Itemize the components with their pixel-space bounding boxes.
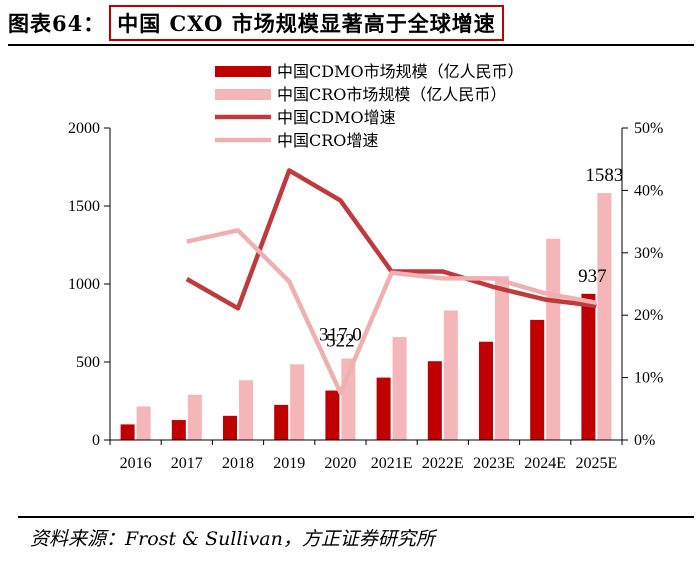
legend-swatch-1: [215, 89, 271, 100]
bar-0-2025E: [581, 293, 596, 440]
data-label-1-2020: 522: [326, 331, 355, 352]
legend-label-2: 中国CDMO增速: [277, 108, 396, 127]
bar-0-2019: [274, 404, 289, 440]
x-tick-label-2016: 2016: [120, 455, 152, 472]
bar-1-2022E: [443, 310, 458, 440]
left-tick-label-1500: 1500: [68, 198, 100, 215]
bar-0-2017: [171, 420, 186, 440]
bar-1-2016: [136, 406, 151, 440]
legend-label-3: 中国CRO增速: [277, 131, 378, 150]
bar-0-2022E: [427, 361, 442, 440]
bar-1-2021E: [392, 337, 407, 440]
line-series-3: [186, 228, 597, 395]
x-tick-label-2018: 2018: [222, 455, 254, 472]
x-tick-label-2020: 2020: [324, 455, 356, 472]
bar-layer: [120, 193, 612, 440]
x-tick-label-2017: 2017: [171, 455, 203, 472]
right-tick-label-0%: 0%: [634, 432, 655, 449]
data-label-0-2020: 317.0: [319, 325, 362, 346]
right-tick-label-10%: 10%: [634, 370, 663, 387]
figure-title: 中国 CXO 市场规模显著高于全球增速: [109, 5, 504, 41]
bar-1-2018: [239, 380, 253, 440]
x-tick-label-2025E: 2025E: [576, 455, 618, 472]
left-tick-label-1000: 1000: [68, 276, 100, 293]
bar-1-2017: [187, 394, 202, 440]
bar-0-2021E: [376, 377, 391, 440]
right-tick-label-30%: 30%: [634, 245, 663, 262]
right-tick-label-50%: 50%: [634, 120, 663, 137]
x-tick-label-2022E: 2022E: [422, 455, 464, 472]
bar-0-2020: [325, 390, 340, 440]
figure-header: 图表64： 中国 CXO 市场规模显著高于全球增速: [8, 5, 504, 41]
bar-0-2023E: [479, 341, 493, 440]
source-note: 资料来源：Frost & Sullivan，方正证券研究所: [30, 528, 435, 550]
bar-1-2025E: [597, 193, 612, 440]
bar-1-2024E: [546, 238, 561, 440]
legend: 中国CDMO市场规模（亿人民币） 中国CRO市场规模（亿人民币） 中国CDMO增速中…: [215, 62, 524, 150]
data-label-1-2025E: 1583: [585, 165, 623, 186]
legend-label-0: 中国CDMO市场规模（亿人民币）: [277, 62, 524, 81]
axes-layer: 0 500 1000 1500 2000 0% 10% 20% 30% 40% 50% 2016 201…: [68, 120, 663, 472]
legend-label-1: 中国CRO市场规模（亿人民币）: [277, 85, 506, 104]
bar-1-2019: [290, 364, 305, 440]
bar-0-2024E: [530, 319, 545, 440]
right-tick-label-40%: 40%: [634, 182, 663, 199]
x-tick-label-2023E: 2023E: [473, 455, 515, 472]
left-tick-label-500: 500: [76, 354, 100, 371]
x-tick-label-2019: 2019: [273, 455, 305, 472]
x-tick-label-2024E: 2024E: [524, 455, 566, 472]
top-divider: [8, 44, 694, 46]
figure-number: 图表64：: [8, 11, 106, 36]
bar-0-2018: [223, 415, 237, 440]
legend-swatch-0: [215, 66, 271, 77]
data-label-0-2025E: 937: [578, 266, 607, 287]
bar-0-2016: [120, 424, 135, 440]
left-tick-label-0: 0: [92, 432, 100, 449]
bottom-divider: [18, 516, 694, 518]
line-layer: [185, 168, 597, 395]
x-tick-label-2021E: 2021E: [371, 455, 413, 472]
bar-1-2023E: [495, 276, 509, 440]
left-tick-label-2000: 2000: [68, 120, 100, 137]
right-tick-label-20%: 20%: [634, 307, 663, 324]
